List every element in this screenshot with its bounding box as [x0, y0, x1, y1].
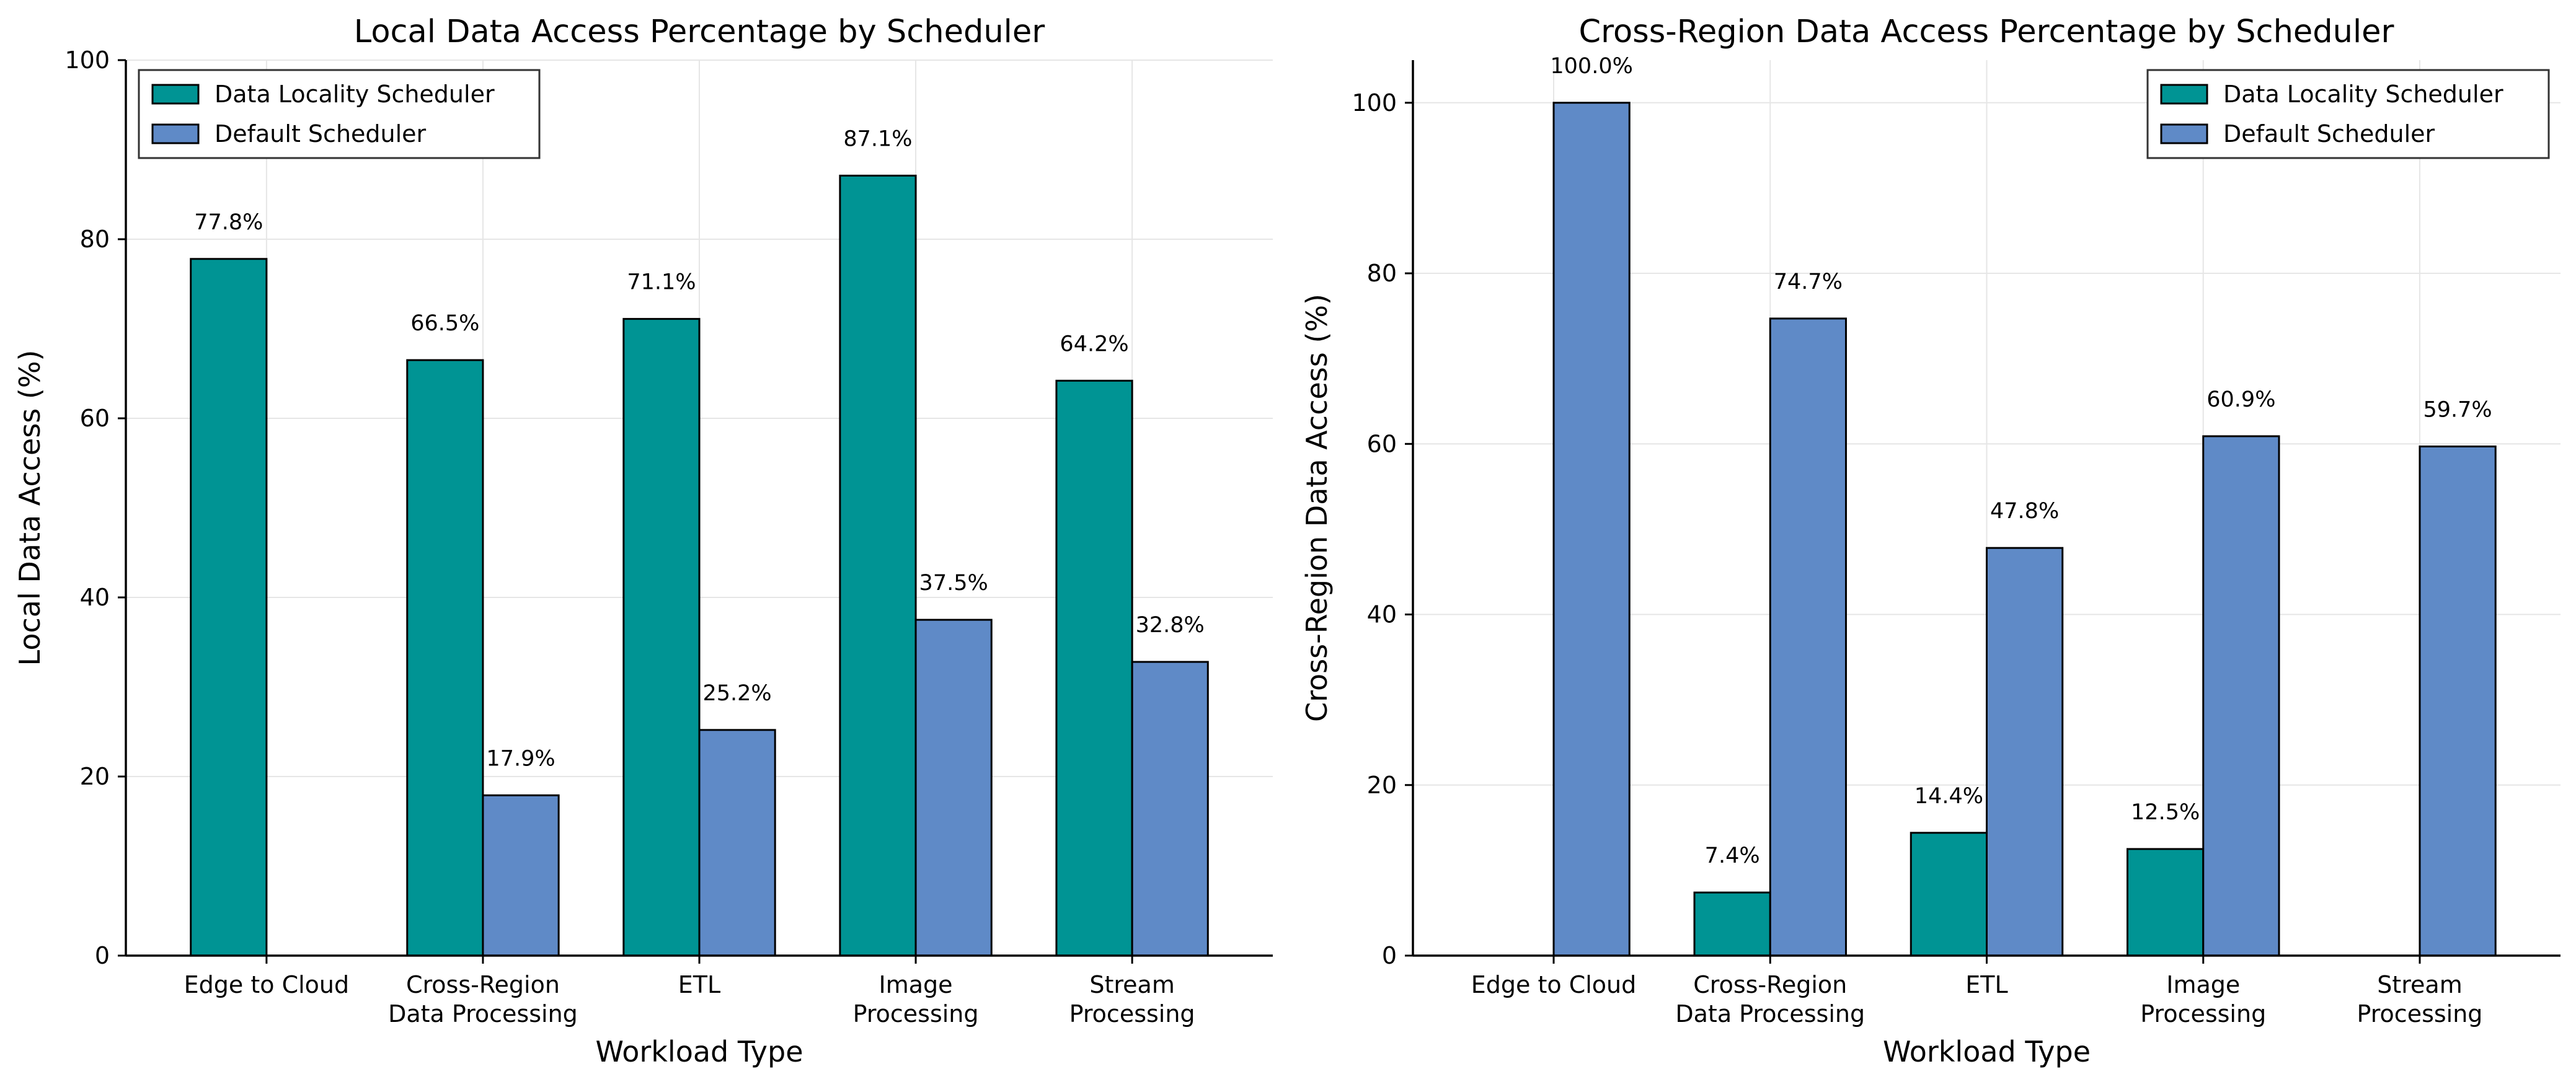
- data-label: 14.4%: [1914, 784, 1983, 809]
- data-label: 87.1%: [843, 126, 912, 151]
- legend-label: Data Locality Scheduler: [2223, 81, 2503, 108]
- y-tick-label: 60: [1367, 430, 1397, 457]
- data-label: 47.8%: [1990, 499, 2059, 524]
- bar-default-2: [698, 729, 776, 957]
- x-tick-label: Data Processing: [388, 1000, 578, 1028]
- x-tick-label: Processing: [1069, 1000, 1195, 1028]
- y-tick-label: 60: [80, 405, 110, 432]
- bar-data-locality-3: [2127, 848, 2205, 957]
- legend-swatch: [2160, 84, 2208, 105]
- x-tick-label: Edge to Cloud: [184, 971, 349, 998]
- x-tick-label: ETL: [678, 971, 720, 998]
- data-label: 66.5%: [410, 311, 479, 336]
- bar-data-locality-1: [1693, 891, 1771, 957]
- data-label: 71.1%: [627, 270, 696, 295]
- x-tick-label: Cross-Region: [406, 971, 560, 998]
- x-tick-label: Stream: [1089, 971, 1175, 998]
- x-tick-label: Processing: [2357, 1000, 2483, 1028]
- legend-label: Default Scheduler: [215, 120, 427, 147]
- bar-default-3: [2202, 435, 2280, 957]
- legend-swatch: [2160, 123, 2208, 144]
- y-axis-label: Local Data Access (%): [13, 350, 46, 666]
- data-label: 37.5%: [919, 571, 988, 596]
- x-tick-label: Image: [879, 971, 953, 998]
- y-tick-label: 40: [80, 584, 110, 611]
- x-tick-label: Data Processing: [1675, 1000, 1865, 1028]
- data-label: 100.0%: [1550, 54, 1632, 79]
- bar-data-locality-1: [406, 359, 484, 957]
- legend-box: [2146, 69, 2550, 159]
- x-tick-label: Image: [2166, 971, 2240, 998]
- legend-label: Default Scheduler: [2223, 120, 2435, 147]
- data-label: 64.2%: [1060, 332, 1128, 356]
- data-label: 60.9%: [2206, 387, 2275, 412]
- data-label: 25.2%: [702, 681, 771, 706]
- bar-data-locality-2: [1910, 832, 1988, 957]
- y-tick-label: 20: [1367, 772, 1397, 799]
- data-label: 12.5%: [2131, 800, 2200, 825]
- bar-data-locality-4: [1055, 379, 1133, 957]
- bar-default-1: [1769, 317, 1847, 957]
- bar-data-locality-0: [190, 258, 268, 957]
- data-label: 74.7%: [1774, 270, 1843, 294]
- data-label: 17.9%: [486, 746, 555, 771]
- bar-default-4: [2419, 445, 2497, 957]
- x-tick-label: Processing: [2140, 1000, 2266, 1028]
- y-tick-label: 80: [1367, 260, 1397, 287]
- legend-box: [138, 69, 541, 159]
- y-tick-label: 40: [1367, 601, 1397, 628]
- y-axis-label: Cross-Region Data Access (%): [1300, 294, 1334, 722]
- x-axis-label: Workload Type: [595, 1035, 803, 1068]
- cross-region-access-chart: 7.4% 14.4% 12.5% 100.0% 74.7% 47.8% 60.9% 59.7%…: [1300, 14, 2561, 1068]
- legend: Data Locality Scheduler Default Scheduler: [2146, 69, 2550, 159]
- legend-label: Data Locality Scheduler: [215, 81, 495, 108]
- data-label: 7.4%: [1705, 843, 1760, 868]
- data-label: 59.7%: [2423, 397, 2492, 422]
- y-tick-label: 100: [1352, 89, 1397, 117]
- bar-default-3: [914, 618, 993, 957]
- bar-data-locality-2: [622, 318, 701, 957]
- y-tick-label: 100: [64, 46, 110, 74]
- local-access-chart: 77.8% 66.5% 71.1% 87.1% 64.2% 17.9% 25.2% 37.5%…: [13, 14, 1273, 1068]
- bar-default-1: [482, 794, 560, 957]
- bar-default-4: [1131, 661, 1209, 957]
- y-tick-label: 80: [80, 226, 110, 253]
- y-tick-label: 0: [95, 942, 110, 969]
- legend-swatch: [151, 84, 200, 105]
- chart-title: Local Data Access Percentage by Schedule…: [354, 14, 1045, 50]
- data-label: 77.8%: [194, 210, 263, 235]
- y-tick-label: 0: [1382, 942, 1397, 969]
- x-tick-label: Processing: [853, 1000, 979, 1028]
- bar-default-2: [1986, 547, 2064, 957]
- x-axis-label: Workload Type: [1883, 1035, 2091, 1068]
- bar-default-0: [1552, 102, 1631, 957]
- x-tick-label: Cross-Region: [1693, 971, 1847, 998]
- x-tick-label: ETL: [1965, 971, 2007, 998]
- bar-data-locality-3: [839, 174, 917, 957]
- y-tick-label: 20: [80, 763, 110, 790]
- data-label: 32.8%: [1136, 613, 1205, 638]
- x-tick-label: Edge to Cloud: [1471, 971, 1636, 998]
- legend: Data Locality Scheduler Default Scheduler: [138, 69, 541, 159]
- x-tick-label: Stream: [2377, 971, 2463, 998]
- chart-title: Cross-Region Data Access Percentage by S…: [1579, 14, 2394, 50]
- legend-swatch: [151, 123, 200, 144]
